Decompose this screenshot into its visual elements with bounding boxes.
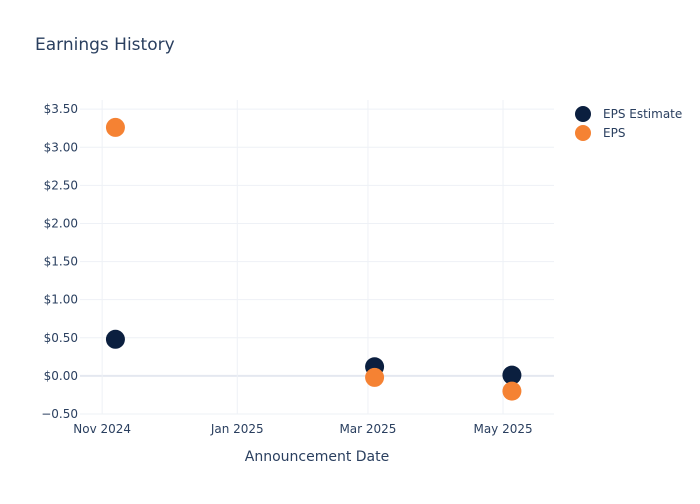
x-tick-label: Jan 2025 [210, 422, 264, 436]
x-tick-label: Nov 2024 [73, 422, 131, 436]
y-axis-ticks: −0.50 $0.00 $0.50 $1.00 $1.50 $2.00 $2.50 $3.00… [41, 102, 78, 421]
legend[interactable]: EPS Estimate EPS [575, 106, 682, 141]
legend-marker-eps[interactable] [575, 125, 591, 141]
x-axis-ticks: Nov 2024 Jan 2025 Mar 2025 May 2025 [73, 422, 532, 436]
y-tick-label: −0.50 [41, 407, 78, 421]
y-tick-label: $3.50 [44, 102, 78, 116]
eps-point[interactable] [365, 367, 385, 387]
y-tick-label: $2.50 [44, 178, 78, 192]
grid [80, 100, 554, 415]
x-tick-label: May 2025 [473, 422, 532, 436]
data-points [105, 117, 522, 401]
y-tick-label: $2.00 [44, 216, 78, 230]
x-tick-label: Mar 2025 [339, 422, 396, 436]
eps-point[interactable] [105, 117, 125, 137]
y-tick-label: $1.00 [44, 293, 78, 307]
y-tick-label: $1.50 [44, 255, 78, 269]
y-tick-label: $0.00 [44, 369, 78, 383]
legend-label-eps-estimate[interactable]: EPS Estimate [603, 107, 682, 121]
eps-estimate-point[interactable] [502, 365, 522, 385]
eps-point[interactable] [502, 381, 522, 401]
x-axis-title: Announcement Date [245, 449, 389, 465]
chart-title: Earnings History [35, 35, 175, 55]
legend-label-eps[interactable]: EPS [603, 126, 625, 140]
legend-marker-eps-estimate[interactable] [575, 106, 591, 122]
eps-estimate-point[interactable] [105, 329, 125, 349]
y-tick-label: $0.50 [44, 331, 78, 345]
y-tick-label: $3.00 [44, 140, 78, 154]
